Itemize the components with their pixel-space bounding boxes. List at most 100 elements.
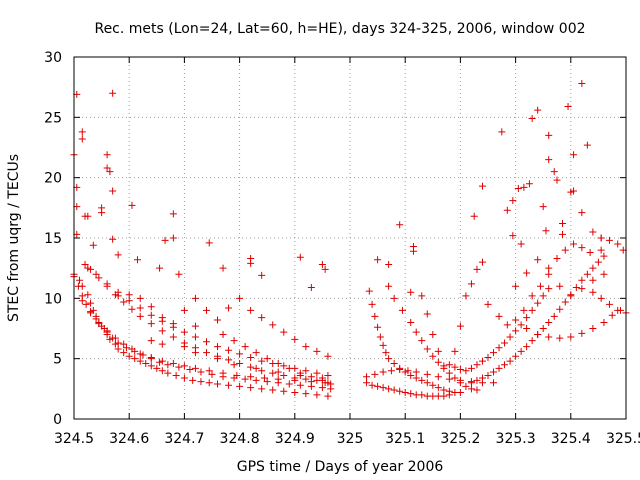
data-point xyxy=(445,361,453,369)
data-point xyxy=(379,384,387,392)
data-point xyxy=(214,343,222,351)
data-point xyxy=(440,386,448,394)
data-point xyxy=(539,325,547,332)
data-point xyxy=(87,265,95,273)
data-point xyxy=(125,291,133,299)
data-point xyxy=(285,364,293,372)
data-point xyxy=(536,282,544,290)
data-point xyxy=(280,328,288,336)
data-point xyxy=(191,322,199,330)
data-point xyxy=(180,306,188,314)
data-point xyxy=(109,235,117,243)
data-point xyxy=(418,391,426,399)
data-point xyxy=(368,300,376,308)
data-point xyxy=(559,220,567,228)
data-point xyxy=(520,183,528,191)
data-point xyxy=(572,283,580,291)
data-point xyxy=(103,164,111,172)
data-point xyxy=(467,364,475,372)
data-point xyxy=(324,352,332,360)
data-point xyxy=(169,320,177,328)
data-point xyxy=(473,265,481,273)
data-point xyxy=(191,349,199,357)
data-point xyxy=(258,367,266,375)
data-point xyxy=(236,359,244,367)
data-point xyxy=(597,246,605,254)
data-point xyxy=(490,349,498,357)
data-point xyxy=(583,141,591,149)
data-point xyxy=(296,369,304,377)
data-point xyxy=(125,352,133,360)
data-point xyxy=(478,182,486,190)
data-point xyxy=(490,379,498,387)
data-point xyxy=(84,212,92,220)
data-point xyxy=(324,372,332,380)
data-point xyxy=(263,355,271,363)
x-tick-label: 324.7 xyxy=(164,431,204,447)
data-point xyxy=(87,299,95,307)
data-point xyxy=(387,367,395,375)
data-point xyxy=(252,376,260,384)
data-point xyxy=(545,333,553,341)
data-point xyxy=(506,357,514,365)
data-point xyxy=(545,285,553,293)
data-point xyxy=(608,311,616,319)
data-point xyxy=(570,187,578,195)
data-point xyxy=(561,246,569,254)
data-point xyxy=(509,197,517,205)
data-point xyxy=(503,321,511,329)
data-point xyxy=(451,347,459,355)
data-point xyxy=(545,156,553,164)
data-point xyxy=(258,271,266,279)
data-point xyxy=(225,356,233,364)
data-point xyxy=(542,227,550,235)
data-point xyxy=(136,294,144,302)
data-point xyxy=(467,379,475,387)
y-tick-label: 5 xyxy=(53,352,62,368)
data-point xyxy=(586,248,594,256)
data-point xyxy=(236,382,244,390)
data-point xyxy=(407,318,415,326)
data-point xyxy=(390,294,398,302)
data-point xyxy=(614,306,622,314)
data-point xyxy=(418,376,426,384)
data-point xyxy=(429,352,437,360)
data-point xyxy=(423,310,431,318)
data-point xyxy=(429,381,437,389)
data-point xyxy=(241,375,249,383)
data-point xyxy=(407,372,415,380)
data-point xyxy=(490,368,498,376)
data-point xyxy=(114,339,122,347)
data-point xyxy=(578,244,586,252)
data-point xyxy=(103,151,111,159)
data-point xyxy=(534,106,542,114)
data-point xyxy=(374,256,382,264)
data-point xyxy=(296,381,304,389)
data-point xyxy=(205,367,213,375)
x-tick-label: 325.3 xyxy=(496,431,536,447)
y-tick-label: 30 xyxy=(44,50,62,66)
data-point xyxy=(462,367,470,375)
data-points xyxy=(70,80,630,400)
data-point xyxy=(98,322,106,330)
data-point xyxy=(74,282,82,290)
data-point xyxy=(385,355,393,363)
data-point xyxy=(147,337,155,345)
data-point xyxy=(247,306,255,314)
data-point xyxy=(553,255,561,263)
data-point xyxy=(158,314,166,322)
data-point xyxy=(197,378,205,386)
data-point xyxy=(398,306,406,314)
data-point xyxy=(445,375,453,383)
data-point xyxy=(578,80,586,88)
data-point xyxy=(128,305,136,313)
data-point xyxy=(87,309,95,317)
data-point xyxy=(512,352,520,360)
data-point xyxy=(605,236,613,244)
data-point xyxy=(550,312,558,320)
data-point xyxy=(89,241,97,249)
data-point xyxy=(600,252,608,260)
data-point xyxy=(517,240,525,248)
data-point xyxy=(478,258,486,266)
data-point xyxy=(136,357,144,365)
